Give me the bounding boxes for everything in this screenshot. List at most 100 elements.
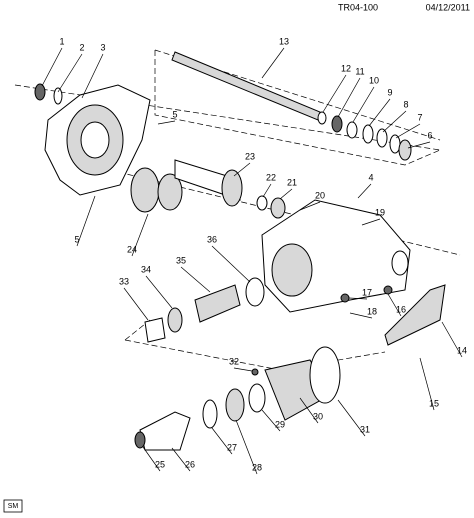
callout-label: 36 (207, 234, 217, 244)
callout-label: 23 (245, 151, 255, 161)
callout-label: 5 (172, 109, 177, 119)
leader-line (233, 162, 251, 177)
leader-line (41, 47, 63, 87)
callout-label: 6 (427, 130, 432, 140)
bolt (251, 368, 259, 376)
output-assembly (144, 277, 265, 343)
callout-label: 21 (287, 177, 297, 187)
seal (34, 83, 46, 101)
output-group-outline-left (124, 319, 151, 341)
callout-label: 12 (341, 63, 351, 73)
ring (317, 111, 327, 125)
leader-line (76, 195, 96, 247)
sleeve (144, 317, 166, 343)
callout-label: 32 (229, 356, 239, 366)
callout-label: 20 (315, 190, 325, 200)
snap-ring (245, 277, 265, 307)
leader-line (337, 399, 366, 437)
callout-label: 24 (127, 244, 137, 254)
callout-label: 5 (74, 234, 79, 244)
bearing (167, 307, 183, 333)
callout-label: 30 (313, 411, 323, 421)
callout-label: 2 (79, 42, 84, 52)
ring (376, 128, 388, 148)
bearing (270, 197, 286, 219)
callout-label: 13 (279, 36, 289, 46)
ring (256, 195, 268, 211)
leader-line (233, 367, 253, 372)
leader-line (211, 245, 251, 283)
leader-line (123, 287, 149, 321)
case-bore-inner (80, 121, 110, 159)
bearing (331, 115, 343, 133)
leader-line (382, 110, 407, 133)
callout-label: 27 (227, 442, 237, 452)
leader-line (441, 321, 463, 358)
leader-line (357, 183, 372, 199)
shaft-group-outline (154, 50, 441, 166)
ring (346, 121, 358, 139)
leader-line (57, 53, 83, 93)
callout-label: 14 (457, 345, 467, 355)
leader-line (368, 98, 391, 127)
output-shaft (194, 284, 241, 323)
callout-label: 26 (185, 459, 195, 469)
leader-line (299, 397, 319, 424)
callout-label: 16 (396, 304, 406, 314)
callout-label: 10 (369, 75, 379, 85)
rear-case (261, 199, 446, 346)
callout-label: 7 (417, 112, 422, 122)
leader-line (279, 188, 293, 200)
leader-line (407, 141, 431, 149)
front-case (34, 83, 151, 196)
leader-line (171, 447, 191, 472)
leader-line (262, 183, 272, 198)
callout-label: 11 (355, 66, 364, 76)
snap-ring (53, 87, 63, 105)
main-shaft (171, 51, 412, 161)
ring (248, 383, 266, 413)
callout-label: 1 (59, 36, 64, 46)
ring (362, 124, 374, 144)
case-bore (271, 243, 313, 297)
seal (398, 139, 412, 161)
badge-box (3, 499, 23, 513)
leader-line (348, 297, 368, 300)
badge: SM (8, 503, 19, 510)
leader-line (395, 123, 421, 139)
snap-ring (202, 399, 218, 429)
callout-label: 33 (119, 276, 129, 286)
gear (130, 167, 160, 213)
bearing (225, 388, 245, 422)
leader-line (235, 419, 258, 475)
leader-line (261, 47, 285, 79)
gear (221, 169, 243, 207)
output-group-outline (124, 339, 386, 371)
leader-line (337, 77, 361, 118)
diagram-date: 04/12/2011 (426, 2, 470, 12)
leader-line (322, 74, 347, 113)
callout-label: 34 (141, 264, 151, 274)
leader-line (419, 357, 435, 411)
nut (134, 431, 146, 449)
callout-label: 22 (266, 172, 276, 182)
leader-line (211, 427, 233, 455)
callout-label: 17 (362, 287, 372, 297)
callout-label: 19 (375, 207, 385, 217)
leader-line (352, 86, 375, 123)
callout-label: 28 (252, 462, 262, 472)
leader-line (145, 275, 173, 309)
leader-line (81, 53, 104, 99)
callout-label: 25 (155, 459, 165, 469)
callout-label: 29 (275, 419, 285, 429)
leader-line (349, 312, 373, 319)
leader-line (361, 218, 381, 226)
callouts: 12 34556789101112131415161718192021222324… (41, 36, 467, 475)
diagram-code: TR04-100 (338, 2, 378, 12)
gears (130, 159, 286, 219)
callout-label: 15 (429, 398, 439, 408)
callout-label: 31 (360, 424, 370, 434)
gasket (309, 346, 341, 404)
callout-label: 8 (403, 99, 408, 109)
